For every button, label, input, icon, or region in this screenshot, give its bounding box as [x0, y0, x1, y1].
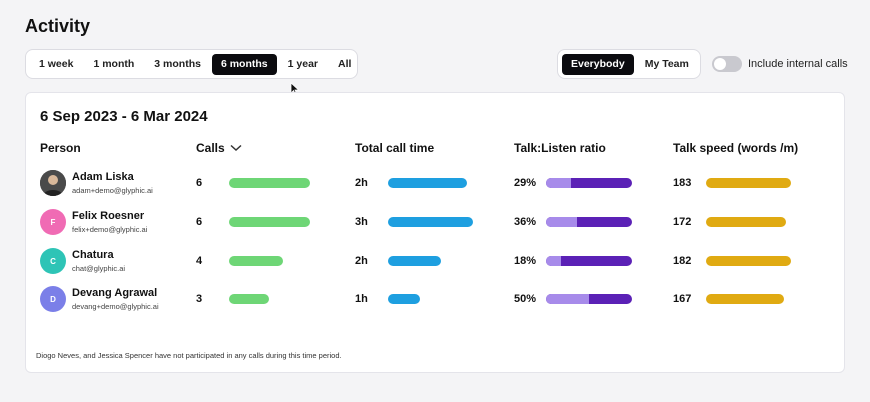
talk-portion-bar: [546, 178, 571, 188]
talk-speed-bar: [706, 178, 791, 188]
total-call-time: 2h: [355, 255, 368, 267]
avatar: C: [40, 248, 66, 274]
talk-listen-bar: [546, 256, 632, 266]
call-time-bar: [388, 256, 442, 266]
avatar: D: [40, 286, 66, 312]
talk-speed: 172: [673, 216, 692, 228]
talk-portion-bar: [546, 217, 577, 227]
talk-speed: 182: [673, 255, 692, 267]
internal-calls-toggle-group: Include internal calls: [712, 56, 848, 72]
avatar-initial: C: [50, 256, 56, 266]
calls-count: 4: [196, 255, 203, 267]
person-name[interactable]: Devang Agrawal: [72, 287, 158, 299]
total-call-time: 2h: [355, 177, 368, 189]
column-header-calls-label: Calls: [196, 141, 225, 155]
call-time-bar: [388, 294, 420, 304]
range-tab-1-month[interactable]: 1 month: [93, 57, 135, 70]
column-header-total-call-time-label: Total call time: [355, 141, 435, 155]
column-header-person: Person: [40, 141, 81, 155]
person-email: chat@glyphic.ai: [72, 264, 126, 273]
range-tab-all[interactable]: All: [338, 57, 352, 70]
range-tab-6-months[interactable]: 6 months: [211, 53, 277, 75]
avatar-initial: F: [50, 217, 56, 227]
table-row[interactable]: Adam Liska adam+demo@glyphic.ai 6 2h 29% 183: [26, 168, 846, 198]
toggle-label: Include internal calls: [748, 58, 848, 70]
avatar: [40, 170, 66, 196]
talk-speed-bar: [706, 256, 791, 266]
column-header-total-call-time: Total call time: [355, 141, 434, 155]
range-tab-1-week[interactable]: 1 week: [39, 57, 74, 70]
table-row[interactable]: C Chatura chat@glyphic.ai 4 2h 18% 182: [26, 246, 846, 276]
column-header-calls[interactable]: Calls: [196, 141, 242, 155]
talk-listen-ratio: 29%: [514, 177, 537, 189]
person-email: felix+demo@glyphic.ai: [72, 225, 148, 234]
call-time-bar: [388, 178, 468, 188]
column-header-talk-speed: Talk speed (words /m): [673, 141, 798, 155]
activity-card: 6 Sep 2023 - 6 Mar 2024 Person Calls Tot…: [25, 92, 845, 373]
talk-portion-bar: [546, 294, 589, 304]
calls-count: 3: [196, 293, 203, 305]
table-row[interactable]: D Devang Agrawal devang+demo@glyphic.ai 3 1h…: [26, 284, 846, 314]
talk-listen-ratio: 18%: [514, 255, 537, 267]
column-header-talk-speed-label: Talk speed (words /m): [673, 141, 799, 155]
scope-selector: Everybody My Team: [557, 49, 701, 79]
talk-listen-ratio: 50%: [514, 293, 537, 305]
calls-bar: [229, 217, 310, 227]
person-email: devang+demo@glyphic.ai: [72, 302, 159, 311]
person-email: adam+demo@glyphic.ai: [72, 186, 153, 195]
talk-listen-bar: [546, 294, 632, 304]
talk-speed: 167: [673, 293, 692, 305]
avatar-initial: D: [50, 294, 56, 304]
date-range-heading: 6 Sep 2023 - 6 Mar 2024: [40, 108, 208, 125]
include-internal-calls-toggle[interactable]: [712, 56, 742, 72]
scope-tab-everybody[interactable]: Everybody: [562, 53, 634, 75]
calls-bar: [229, 256, 283, 266]
calls-count: 6: [196, 216, 203, 228]
calls-count: 6: [196, 177, 203, 189]
calls-bar: [229, 178, 310, 188]
toggle-knob: [714, 58, 726, 70]
total-call-time: 3h: [355, 216, 368, 228]
person-name[interactable]: Chatura: [72, 249, 114, 261]
talk-listen-bar: [546, 217, 632, 227]
talk-speed: 183: [673, 177, 692, 189]
talk-listen-bar: [546, 178, 632, 188]
person-photo-icon: [40, 170, 66, 196]
range-tab-1-year[interactable]: 1 year: [287, 57, 319, 70]
time-range-selector: 1 week 1 month 3 months 6 months 1 year …: [25, 49, 358, 79]
talk-speed-bar: [706, 294, 784, 304]
person-name[interactable]: Felix Roesner: [72, 210, 145, 222]
table-row[interactable]: F Felix Roesner felix+demo@glyphic.ai 6 3h 36…: [26, 207, 846, 237]
avatar: F: [40, 209, 66, 235]
total-call-time: 1h: [355, 293, 368, 305]
range-tab-3-months[interactable]: 3 months: [154, 57, 201, 70]
column-header-talk-listen-label: Talk:Listen ratio: [514, 141, 606, 155]
talk-speed-bar: [706, 217, 786, 227]
column-header-person-label: Person: [40, 141, 81, 155]
talk-listen-ratio: 36%: [514, 216, 537, 228]
page-title: Activity: [25, 16, 91, 36]
call-time-bar: [388, 217, 473, 227]
scope-tab-my-team[interactable]: My Team: [644, 57, 689, 70]
calls-bar: [229, 294, 270, 304]
non-participants-note: Diogo Neves, and Jessica Spencer have no…: [36, 351, 342, 360]
person-name[interactable]: Adam Liska: [72, 171, 134, 183]
column-header-talk-listen-ratio: Talk:Listen ratio: [514, 141, 606, 155]
talk-portion-bar: [546, 256, 562, 266]
chevron-down-icon[interactable]: [230, 144, 242, 152]
